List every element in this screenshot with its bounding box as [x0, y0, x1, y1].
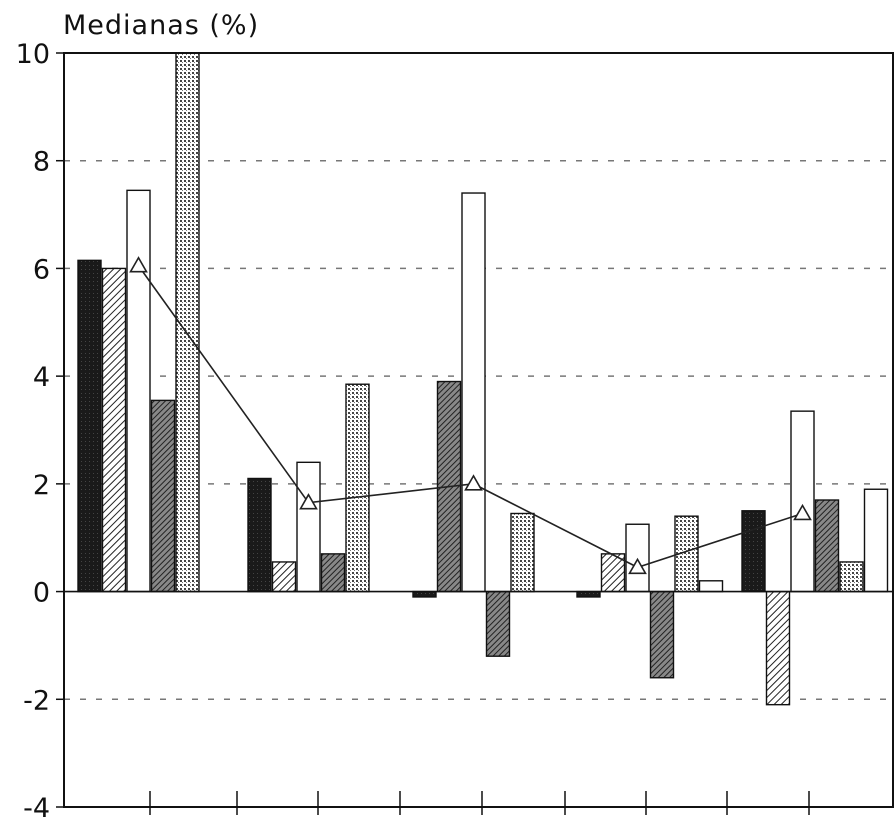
y-tick-label: 2 — [33, 470, 50, 501]
bar-g3-s4 — [485, 590, 511, 657]
bar-g1-s3 — [126, 189, 151, 593]
bar-g5-s1 — [741, 510, 766, 593]
median-line — [129, 256, 812, 575]
bar-g1-s4 — [150, 399, 176, 593]
plot-frame — [63, 52, 894, 808]
y-tick-label: 6 — [33, 254, 50, 285]
y-tick-label: -2 — [23, 685, 50, 716]
axes — [63, 52, 894, 815]
bar-g3-s5 — [510, 512, 535, 593]
bar-g3-s1 — [412, 590, 437, 598]
y-axis-label: Medianas (%) — [63, 10, 259, 41]
bar-g4-s4 — [649, 590, 675, 679]
y-ticks: -4 -2 0 2 4 6 8 10 — [16, 39, 64, 824]
median-marker-2 — [299, 493, 318, 510]
median-marker-5 — [793, 503, 812, 521]
y-tick-label: 0 — [33, 578, 50, 609]
y-tick-label: 8 — [33, 147, 50, 178]
bar-g5-s3 — [790, 410, 815, 593]
y-tick-label: 4 — [33, 362, 50, 393]
bar-g4-s1 — [576, 590, 601, 598]
gridlines — [64, 159, 893, 701]
bar-g5-s6 — [863, 488, 889, 593]
median-marker-3 — [464, 474, 483, 491]
bar-g2-s3 — [296, 461, 321, 593]
bars — [77, 52, 889, 706]
median-marker-1 — [129, 256, 148, 273]
bar-g5-s5 — [839, 561, 864, 593]
bar-g2-s5 — [345, 383, 370, 593]
bar-g5-s4 — [814, 499, 840, 593]
bar-g1-s2 — [101, 267, 127, 593]
bar-g2-s2 — [271, 561, 297, 593]
bar-g2-s1 — [247, 477, 272, 593]
bar-g2-s4 — [320, 553, 346, 593]
bar-g5-s2 — [765, 590, 791, 706]
y-tick-label: -4 — [23, 793, 50, 824]
bar-g4-s6 — [698, 580, 724, 593]
bar-g1-s1 — [77, 259, 102, 593]
y-tick-label: 10 — [16, 39, 50, 70]
median-marker-4 — [628, 557, 647, 575]
bar-g3-s3 — [461, 192, 486, 593]
